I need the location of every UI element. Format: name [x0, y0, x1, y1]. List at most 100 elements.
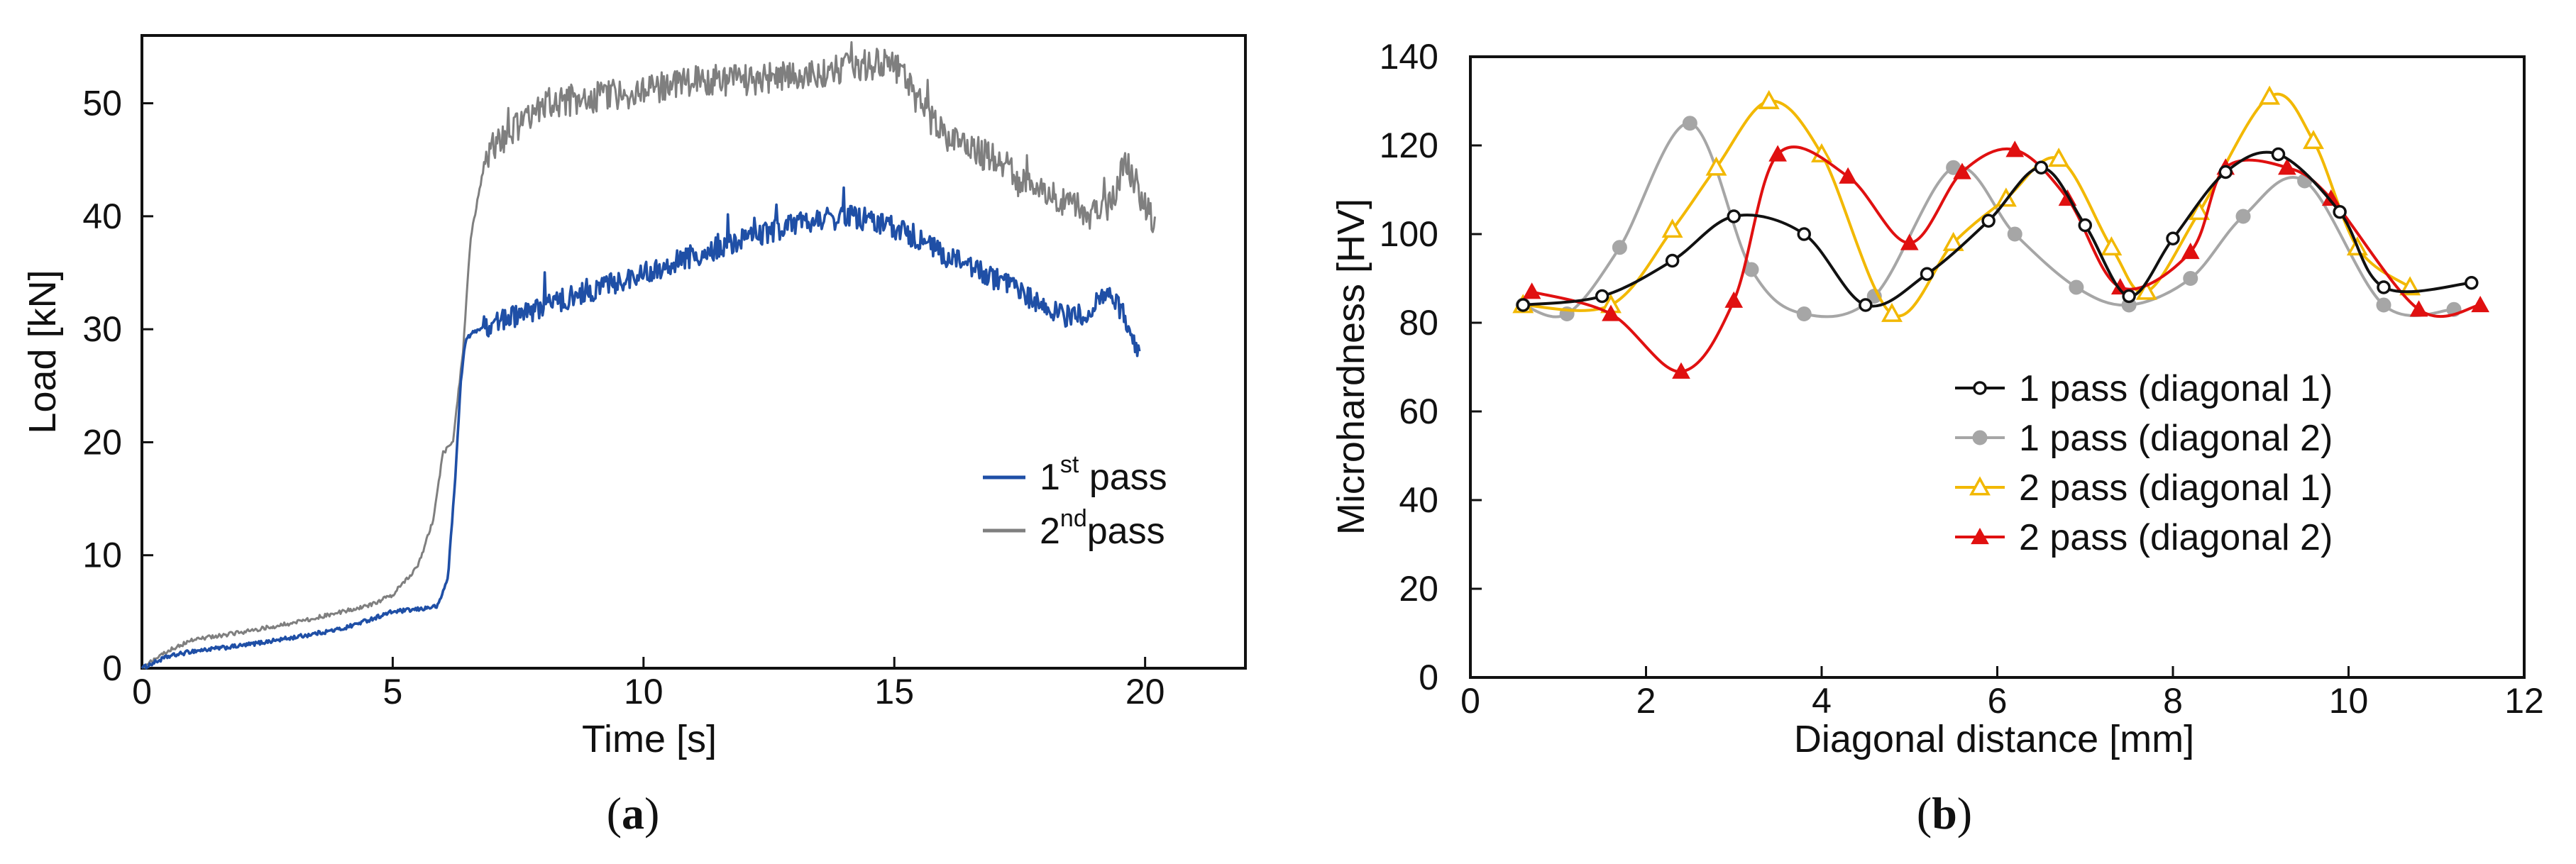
chart-b-legend: 1 pass (diagonal 1) 1 pass (diagonal 2) 2 …	[1955, 368, 2333, 558]
chart-b-xtick-label: 10	[2329, 681, 2369, 721]
data-point-1-pass-diagonal-2	[1612, 240, 1627, 255]
chart-a-ytick-label: 20	[82, 422, 122, 462]
chart-b-ylabel: Microhardness [HV]	[1330, 199, 1372, 535]
data-point-1-pass-diagonal-1	[1516, 298, 1530, 312]
chart-b-xtick-label: 6	[1988, 681, 2008, 721]
chart-a-plot-frame	[141, 34, 1247, 670]
data-point-2-pass-diagonal-2	[1602, 304, 1620, 321]
data-point-2-pass-diagonal-2	[2181, 242, 2200, 260]
data-point-2-pass-diagonal-2	[2409, 300, 2428, 317]
data-point-1-pass-diagonal-1	[2218, 165, 2233, 179]
data-point-1-pass-diagonal-1	[2271, 147, 2286, 162]
legend-a-label-0-sup: st	[1060, 451, 1079, 478]
panel-label-b: (b)	[1917, 788, 1972, 838]
data-point-2-pass-diagonal-2	[1724, 291, 1744, 308]
legend-b-label-2-pass-diagonal-1: 2 pass (diagonal 1)	[2019, 467, 2333, 509]
data-point-2-pass-diagonal-1	[1942, 231, 1964, 251]
legend-a-label-0-base: 1	[1040, 457, 1060, 498]
chart-b-xtick-label: 0	[1460, 681, 1480, 721]
chart-a-ytick-label: 40	[82, 196, 122, 236]
legend-b-label-2-pass-diagonal-2: 2 pass (diagonal 2)	[2019, 517, 2333, 558]
chart-a-ytick-label: 10	[82, 536, 122, 575]
data-point-1-pass-diagonal-2	[2235, 209, 2251, 224]
data-point-2-pass-diagonal-2	[1768, 145, 1787, 162]
data-point-1-pass-diagonal-2	[1796, 306, 1812, 321]
chart-b-ytick-label: 100	[1380, 214, 1438, 254]
panel-letter-a: a	[622, 788, 644, 838]
data-point-2-pass-diagonal-1	[2303, 130, 2324, 150]
chart-a-xlabel: Time [s]	[582, 718, 717, 760]
chart-a-xtick-label: 15	[874, 672, 914, 711]
data-point-2-pass-diagonal-1	[1995, 187, 2017, 207]
data-point-1-pass-diagonal-1	[2377, 280, 2391, 294]
series-line-2nd-pass	[141, 41, 1156, 669]
chart-b-ytick-label: 60	[1399, 392, 1438, 431]
chart-a-ytick-label: 30	[82, 309, 122, 349]
chart-a-ytick-label: 0	[102, 648, 122, 688]
data-point-2-pass-diagonal-1	[1705, 156, 1727, 176]
data-point-1-pass-diagonal-1	[1981, 214, 1996, 228]
data-point-1-pass-diagonal-1	[2333, 205, 2347, 219]
chart-b-xtick-label: 4	[1812, 681, 1832, 721]
chart-a-ticks: 0 5 10 15 20 0 10 20 30 40 50	[82, 84, 1165, 711]
data-point-1-pass-diagonal-1	[2034, 160, 2049, 175]
legend-b-marker-2-pass-diagonal-1	[1969, 476, 1991, 496]
legend-b-marker-1-pass-diagonal-1	[1973, 381, 1987, 395]
chart-a-xtick-label: 5	[383, 672, 403, 711]
data-point-1-pass-diagonal-1	[1859, 298, 1873, 312]
data-point-1-pass-diagonal-2	[2007, 226, 2022, 242]
chart-b-series	[1512, 85, 2489, 379]
panel-label-a: (a)	[607, 788, 660, 838]
data-point-2-pass-diagonal-1	[1758, 89, 1780, 109]
data-point-2-pass-diagonal-1	[2048, 148, 2070, 167]
data-point-2-pass-diagonal-1	[1881, 302, 1903, 322]
chart-b-xtick-label: 12	[2504, 681, 2544, 721]
data-point-2-pass-diagonal-1	[1811, 143, 1832, 162]
chart-a-xtick-label: 0	[132, 672, 152, 711]
chart-b-ytick-label: 40	[1399, 480, 1438, 520]
chart-b-xlabel: Diagonal distance [mm]	[1794, 718, 2194, 760]
data-point-1-pass-diagonal-1	[1797, 227, 1811, 241]
series-markers-2-pass-diagonal-1	[1512, 85, 2421, 322]
chart-b-ytick-label: 20	[1399, 569, 1438, 609]
data-point-2-pass-diagonal-2	[2278, 158, 2296, 175]
data-point-2-pass-diagonal-1	[2101, 236, 2123, 256]
series-markers-1-pass-diagonal-1	[1516, 147, 2479, 312]
data-point-2-pass-diagonal-2	[1672, 362, 1690, 379]
legend-a-label-0-rest: pass	[1079, 457, 1167, 498]
data-point-2-pass-diagonal-2	[2005, 140, 2025, 157]
data-point-2-pass-diagonal-2	[1953, 162, 1971, 179]
data-point-1-pass-diagonal-1	[1595, 289, 1609, 304]
series-line-2-pass-diagonal-1	[1523, 92, 2411, 318]
data-point-2-pass-diagonal-2	[1522, 282, 1541, 299]
data-point-1-pass-diagonal-1	[2166, 231, 2180, 245]
chart-b-ytick-label: 0	[1419, 658, 1438, 697]
data-point-2-pass-diagonal-2	[1839, 167, 1857, 184]
legend-a-label-1-sup: nd	[1060, 505, 1087, 532]
data-point-2-pass-diagonal-1	[2135, 280, 2157, 300]
legend-a-label-1-base: 2	[1040, 511, 1060, 552]
legend-a-label-1-rest: pass	[1087, 511, 1165, 552]
chart-b-ytick-label: 80	[1399, 303, 1438, 343]
data-point-1-pass-diagonal-1	[1665, 253, 1680, 268]
chart-a-xtick-label: 20	[1125, 672, 1165, 711]
chart-a-legend: 1st pass 2ndpass	[983, 451, 1167, 552]
chart-b-xtick-label: 8	[2163, 681, 2183, 721]
data-point-1-pass-diagonal-1	[1727, 209, 1741, 223]
data-point-2-pass-diagonal-2	[2471, 295, 2489, 313]
chart-a: 0 5 10 15 20 0 10 20 30 40 50 Time [s] Load [kN] 1…	[21, 34, 1247, 838]
data-point-1-pass-diagonal-2	[1682, 116, 1697, 131]
data-point-1-pass-diagonal-1	[1920, 267, 1934, 281]
legend-b-marker-1-pass-diagonal-2	[1972, 430, 1988, 445]
data-point-1-pass-diagonal-2	[2183, 271, 2198, 286]
chart-b-xtick-label: 2	[1636, 681, 1656, 721]
chart-a-series	[141, 41, 1156, 670]
data-point-1-pass-diagonal-2	[2376, 297, 2391, 313]
chart-a-xtick-label: 10	[624, 672, 664, 711]
legend-b-marker-2-pass-diagonal-2	[1971, 527, 1989, 545]
chart-a-ytick-label: 50	[82, 84, 122, 123]
legend-a-label-0: 1st pass	[1040, 451, 1167, 498]
